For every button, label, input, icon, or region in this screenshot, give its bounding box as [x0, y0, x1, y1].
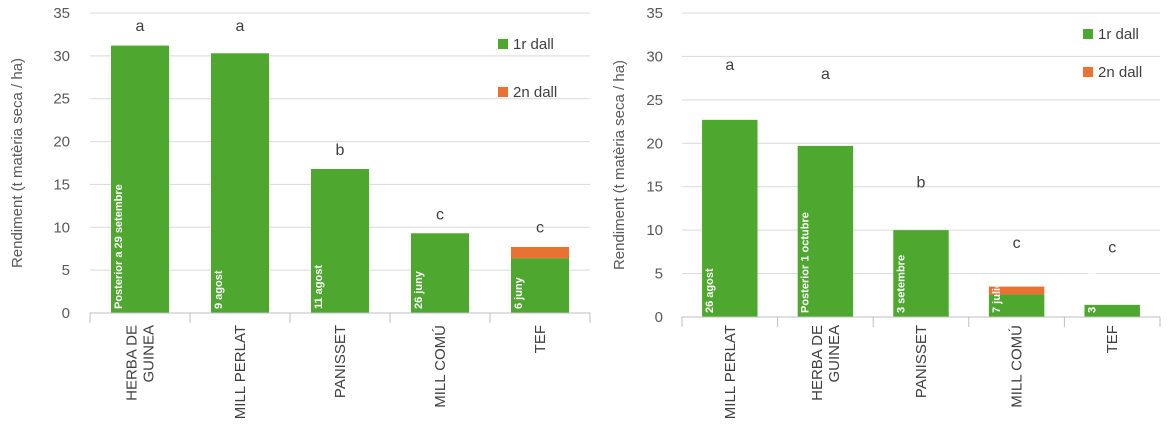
y-tick-label: 15 [53, 176, 70, 193]
y-tick-label: 5 [62, 262, 70, 279]
y-axis-label: Rendiment (t matèria seca / ha) [611, 60, 628, 270]
significance-letter: a [821, 66, 830, 83]
bar-1r-dall [211, 53, 269, 314]
legend-label: 1r dall [513, 36, 554, 53]
bar-date-label: 26 juny [413, 270, 425, 309]
x-category-label: MILL PERLAT [232, 325, 249, 419]
bar-1r-dall [797, 145, 854, 317]
y-tick-label: 15 [646, 179, 663, 196]
legend-label: 2n dall [1098, 64, 1142, 81]
bar-date-label: Posterior a 29 setembre [113, 184, 125, 309]
bar-date-label: 9 agost [213, 270, 225, 309]
significance-letter: c [436, 206, 444, 223]
bar-date-label: Posterior 1 octubre [800, 212, 812, 313]
legend-label: 2n dall [513, 84, 557, 101]
significance-letter: c [1013, 235, 1021, 252]
legend-swatch [1083, 67, 1093, 77]
legend-swatch [498, 87, 508, 97]
bar-1r-dall [893, 230, 949, 317]
bar-2n-dall [511, 247, 569, 259]
y-tick-label: 35 [53, 5, 70, 22]
bar-1r-dall [411, 233, 469, 313]
significance-letter: b [336, 142, 345, 159]
bar-date-label: 6 juny [513, 276, 525, 309]
y-tick-label: 25 [646, 92, 663, 109]
bar-1r-dall [1084, 304, 1140, 317]
y-tick-label: 5 [655, 266, 663, 283]
significance-letter: a [136, 18, 145, 35]
y-tick-label: 10 [646, 222, 663, 239]
y-axis-label: Rendiment (t matèria seca / ha) [9, 58, 26, 268]
x-category-label: GUINEA [141, 325, 158, 383]
y-tick-label: 35 [646, 5, 663, 22]
bar-1r-dall [111, 45, 169, 313]
bar-date-label: 3 de setembre [1086, 239, 1098, 313]
x-category-label: HERBA DE [809, 325, 826, 401]
x-category-label: TEF [1104, 325, 1121, 353]
bar-2n-dall [988, 286, 1045, 295]
x-category-label: MILL COMÚ [1009, 325, 1026, 408]
bar-date-label: 26 agost [704, 268, 716, 313]
legend-label: 1r dall [1098, 26, 1139, 43]
bar-1r-dall [988, 294, 1045, 317]
x-category-label: TEF [532, 325, 549, 353]
chart-left: 0 5 10 15 20 25 30 35 Rendiment (t matèria seca … [9, 5, 591, 419]
x-category-label: HERBA DE [124, 325, 141, 401]
bar-date-label: 11 agost [313, 265, 325, 309]
significance-letter: c [1108, 240, 1116, 257]
significance-letter: c [536, 219, 544, 236]
y-tick-label: 0 [62, 305, 70, 322]
y-tick-label: 20 [53, 134, 70, 151]
x-category-label: MILL PERLAT [722, 325, 739, 419]
y-tick-label: 10 [53, 219, 70, 236]
x-category-label: PANISSET [332, 325, 349, 398]
x-category-label: PANISSET [913, 325, 930, 398]
bar-1r-dall [511, 258, 569, 313]
chart-right: 0 5 10 15 20 25 30 35 Rendiment (t matèria seca … [611, 5, 1161, 419]
legend-swatch [1083, 29, 1093, 39]
bar-date-label: 7 juliol [991, 278, 1003, 313]
bar-1r-dall [702, 119, 758, 317]
y-tick-label: 30 [646, 48, 663, 65]
y-tick-label: 20 [646, 135, 663, 152]
x-category-label: MILL COMÚ [432, 325, 449, 408]
significance-letter: b [917, 174, 926, 191]
y-tick-label: 0 [655, 309, 663, 326]
significance-letter: a [236, 18, 245, 35]
bar-date-label: 3 setembre [895, 255, 907, 313]
y-tick-label: 30 [53, 48, 70, 65]
bar-1r-dall [311, 169, 369, 313]
significance-letter: a [725, 57, 734, 74]
y-tick-label: 25 [53, 91, 70, 108]
x-category-label: GUINEA [826, 325, 843, 383]
legend-swatch [498, 39, 508, 49]
